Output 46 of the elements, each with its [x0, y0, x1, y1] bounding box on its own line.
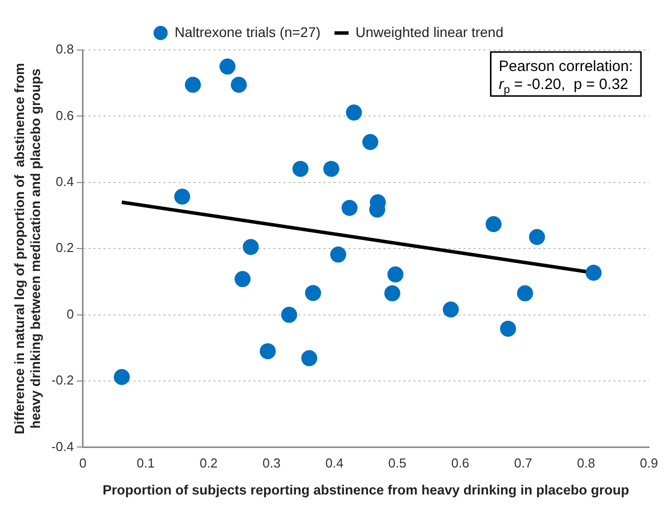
- x-tick-label: 0.1: [136, 456, 155, 471]
- y-tick-label: -0.2: [51, 372, 74, 388]
- x-axis-title: Proportion of subjects reporting abstinence from heavy drinking in placebo group: [102, 482, 630, 498]
- x-tick-label: 0.7: [514, 456, 532, 471]
- legend-label: Naltrexone trials (n=27): [174, 24, 321, 40]
- point: [230, 76, 247, 93]
- y-tick-label: 0.4: [56, 174, 74, 189]
- point: [174, 188, 190, 205]
- point: [234, 271, 251, 288]
- point: [384, 285, 400, 302]
- y-tick-label: 0.6: [56, 108, 74, 123]
- y-tick-label: -0.4: [51, 438, 74, 454]
- point: [305, 284, 322, 301]
- legend-label: Unweighted linear trend: [356, 24, 504, 40]
- point: [387, 266, 404, 282]
- point: [486, 216, 502, 232]
- x-tick-label: 0.9: [640, 456, 658, 471]
- x-tick-label: 0.4: [325, 456, 344, 471]
- point: [330, 246, 346, 263]
- y-tick-label: 0.2: [56, 240, 74, 256]
- point: [528, 229, 545, 246]
- point: [242, 238, 259, 255]
- point: [362, 134, 378, 150]
- point: [281, 306, 298, 323]
- point: [342, 200, 358, 216]
- point: [442, 302, 459, 318]
- y-axis-title: Difference in natural log of proportion of abstinence from heavy drinking between medication and placebo groups: [12, 62, 44, 434]
- y-tick-label: 0: [66, 306, 74, 322]
- point: [346, 104, 362, 121]
- x-tick-label: 0.5: [388, 456, 406, 471]
- point: [323, 160, 340, 177]
- point: [517, 285, 534, 302]
- x-tick-label: 0.3: [262, 456, 281, 471]
- x-tick-label: 0: [79, 456, 86, 471]
- x-tick-label: 0.6: [451, 456, 470, 471]
- point: [184, 76, 201, 93]
- x-tick-label: 0.8: [577, 456, 596, 471]
- point: [586, 264, 602, 281]
- point: [301, 350, 318, 366]
- point: [114, 369, 130, 386]
- point: [219, 58, 236, 75]
- point: [260, 343, 276, 360]
- point: [292, 160, 308, 177]
- x-tick-label: 0.2: [200, 456, 218, 471]
- point: [500, 320, 516, 337]
- y-tick-label: 0.8: [56, 42, 74, 57]
